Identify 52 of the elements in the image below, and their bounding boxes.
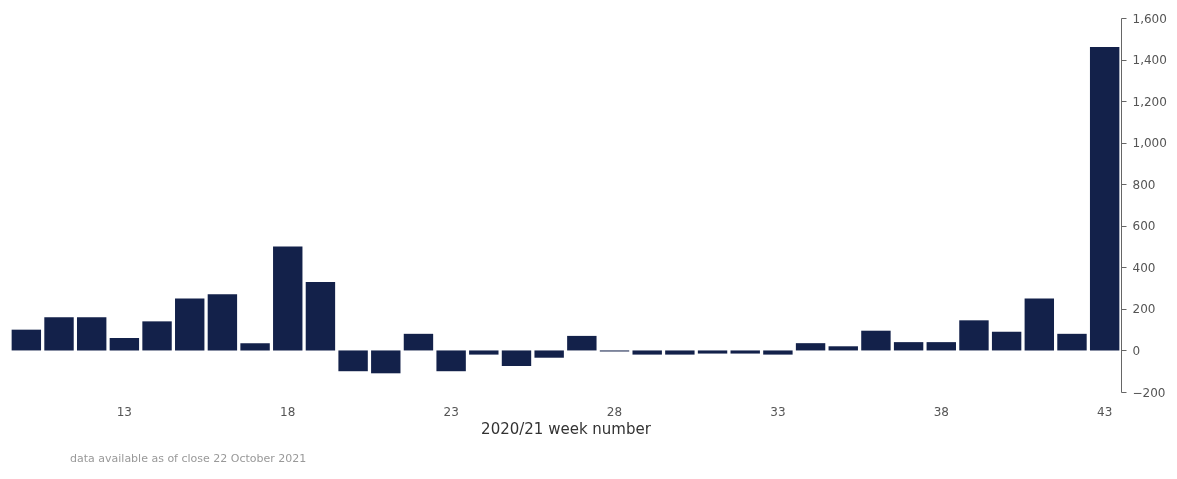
- x-tick-label: 23: [443, 404, 459, 419]
- bar: [240, 343, 270, 351]
- bar: [109, 337, 140, 351]
- bar: [273, 246, 303, 351]
- y-tick-label: 200: [1132, 302, 1156, 317]
- bar: [305, 281, 336, 351]
- y-tick-label: 1,200: [1132, 94, 1167, 109]
- bar: [469, 350, 499, 355]
- x-tick-label: 13: [116, 404, 133, 419]
- bar: [567, 335, 597, 351]
- bar: [991, 331, 1022, 351]
- bar: [436, 350, 466, 372]
- bar: [697, 350, 728, 354]
- text: data available as of close 22 October 2021: [70, 452, 307, 465]
- bar: [1057, 333, 1087, 351]
- x-tick-label: 18: [280, 404, 296, 419]
- y-tick-label: 0: [1132, 343, 1141, 358]
- y-tick-label: 1,600: [1132, 11, 1167, 26]
- bar: [142, 321, 172, 351]
- x-axis-title: 2020/21 week number: [481, 419, 652, 438]
- bar: [403, 333, 434, 351]
- bar: [338, 350, 368, 372]
- bar: [371, 350, 401, 374]
- y-tick-label: 800: [1132, 177, 1156, 192]
- bar: [76, 317, 107, 351]
- bar: [861, 330, 891, 351]
- bar: [1089, 47, 1120, 351]
- x-tick-label: 28: [606, 404, 623, 419]
- y-tick-label: 400: [1132, 260, 1156, 275]
- y-tick-label: 1,400: [1132, 53, 1167, 68]
- y-tick-label: 600: [1132, 219, 1156, 234]
- bar: [44, 317, 74, 351]
- bar: [763, 350, 793, 355]
- bar: [828, 346, 858, 351]
- bar: [1024, 298, 1055, 351]
- bar: [665, 350, 695, 355]
- bar: [175, 298, 205, 351]
- x-tick-label: 43: [1097, 404, 1113, 419]
- bar: [207, 294, 238, 351]
- x-tick-label: 33: [770, 404, 786, 419]
- bar: [893, 342, 924, 351]
- bar: [795, 343, 826, 351]
- x-tick-label: 38: [933, 404, 949, 419]
- bar: [730, 350, 760, 354]
- bar: [632, 350, 662, 355]
- bar: [959, 320, 989, 351]
- bar: [926, 342, 956, 351]
- bar: [534, 350, 564, 358]
- bar: [501, 350, 532, 367]
- y-tick-label: −200: [1132, 385, 1166, 400]
- y-tick-label: 1,000: [1132, 136, 1167, 151]
- bar: [11, 329, 42, 351]
